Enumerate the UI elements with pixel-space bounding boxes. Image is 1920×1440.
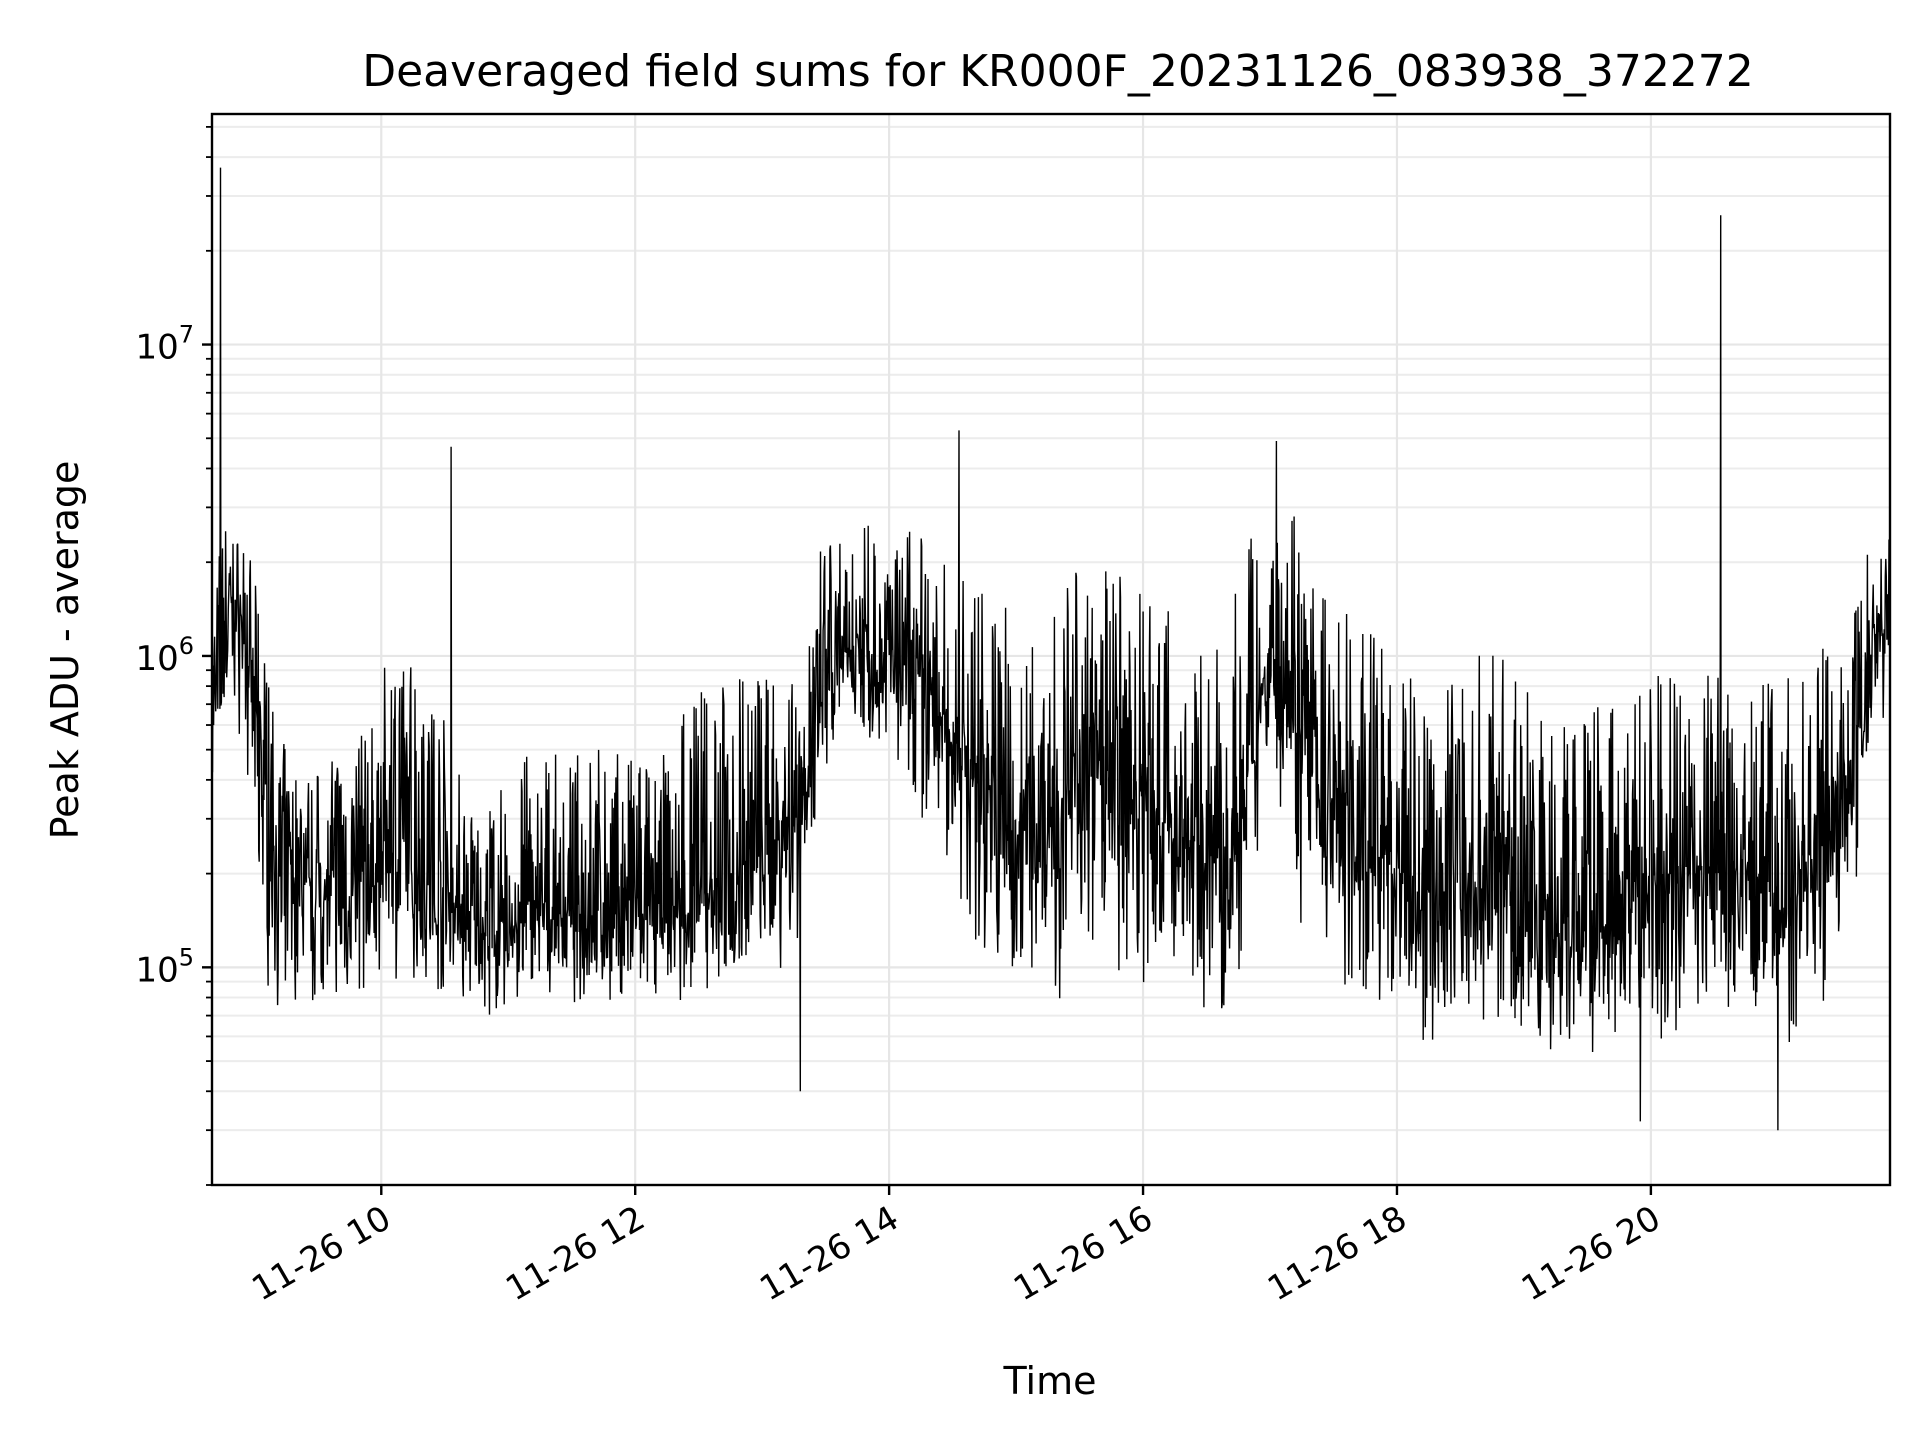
x-tick-label: 11-26 20 [1515, 1198, 1667, 1309]
x-tick-label: 11-26 10 [245, 1198, 397, 1309]
x-tick-label: 11-26 16 [1007, 1198, 1159, 1309]
x-axis-label: Time [1003, 1359, 1097, 1403]
series-line [211, 167, 1891, 1131]
y-tick-label: 105 [135, 943, 194, 990]
y-axis-label: Peak ADU - average [43, 461, 87, 840]
y-tick-label: 106 [135, 632, 194, 679]
grid-lines [212, 114, 1890, 1186]
plot-frame [210, 112, 1892, 1187]
x-axis: 11-26 10 11-26 12 11-26 14 11-26 16 11-26 18… [245, 1185, 1667, 1309]
y-axis: 105 106 107 [135, 125, 212, 1186]
x-tick-label: 11-26 12 [499, 1198, 651, 1309]
data-series [211, 167, 1891, 1131]
x-tick-label: 11-26 18 [1261, 1198, 1413, 1309]
x-tick-label: 11-26 14 [753, 1198, 905, 1309]
chart-title: Deaveraged field sums for KR000F_2023112… [362, 46, 1754, 97]
y-tick-label: 107 [135, 321, 194, 368]
